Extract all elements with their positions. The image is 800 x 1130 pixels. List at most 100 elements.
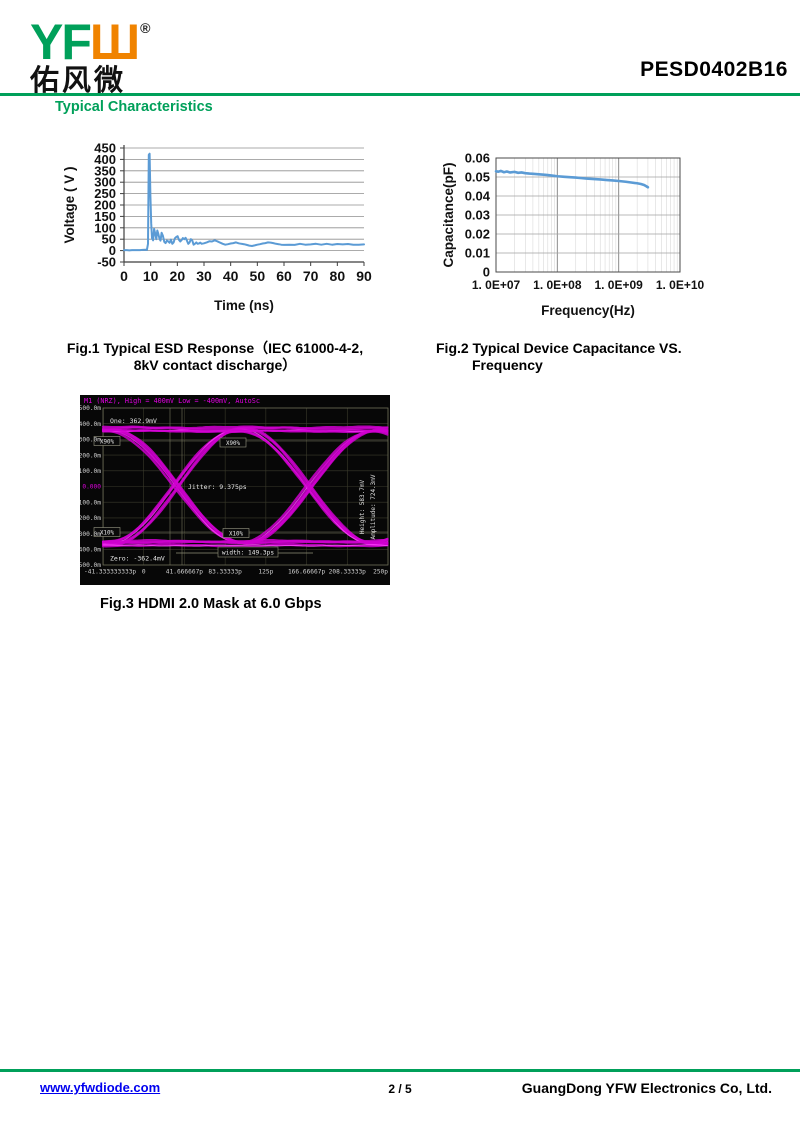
svg-text:1. 0E+07: 1. 0E+07 <box>472 278 521 292</box>
fig2-caption-line1: Fig.2 Typical Device Capacitance VS. <box>436 340 682 356</box>
fig1-x-axis-label: Time (ns) <box>214 298 274 313</box>
svg-text:0.05: 0.05 <box>465 170 490 185</box>
svg-text:Amplitude: 724.3mV: Amplitude: 724.3mV <box>370 474 377 539</box>
fig1-caption: Fig.1 Typical ESD Response（IEC 61000-4-2… <box>50 340 380 374</box>
fig2-caption-line2: Frequency <box>472 357 543 373</box>
svg-text:-200.0m: -200.0m <box>80 515 101 522</box>
svg-text:50: 50 <box>250 268 266 284</box>
svg-text:0.06: 0.06 <box>465 151 490 166</box>
svg-text:-50: -50 <box>97 255 116 270</box>
fig1-caption-line2: 8kV contact discharge） <box>133 357 297 373</box>
svg-text:125p: 125p <box>258 569 273 576</box>
svg-text:350: 350 <box>94 163 116 178</box>
svg-text:50: 50 <box>102 232 116 247</box>
svg-text:40: 40 <box>223 268 239 284</box>
svg-text:60: 60 <box>276 268 292 284</box>
svg-text:166.66667p: 166.66667p <box>288 569 326 576</box>
svg-text:80: 80 <box>330 268 346 284</box>
svg-text:0: 0 <box>142 569 146 576</box>
svg-text:450: 450 <box>94 141 116 156</box>
svg-text:500.0m: 500.0m <box>80 405 101 412</box>
fig2-capacitance-chart: 0 0.01 0.02 0.03 0.04 0.05 0.06 1. 0E+07 1. 0E+0… <box>441 151 705 319</box>
svg-text:Jitter: 9.375ps: Jitter: 9.375ps <box>188 483 247 491</box>
svg-text:100.0m: 100.0m <box>80 468 101 475</box>
svg-text:X90%: X90% <box>226 441 240 447</box>
page-indicator: 2 / 5 <box>388 1082 412 1096</box>
svg-text:Zero: -362.4mV: Zero: -362.4mV <box>110 555 165 563</box>
svg-text:100: 100 <box>94 220 116 235</box>
logo-w-glyph: Ш <box>89 14 140 70</box>
company-logo: YFШ ® 佑风微 <box>30 4 150 96</box>
svg-text:83.33333p: 83.33333p <box>208 569 242 576</box>
svg-text:208.33333p: 208.33333p <box>329 569 367 576</box>
fig1-caption-line1: Fig.1 Typical ESD Response（IEC 61000-4-2… <box>66 340 364 356</box>
fig2-series-line <box>494 169 650 189</box>
svg-text:70: 70 <box>303 268 319 284</box>
svg-text:0.01: 0.01 <box>465 246 490 261</box>
svg-text:250p: 250p <box>373 569 388 576</box>
fig3-eye-traces <box>101 425 389 548</box>
fig3-eye-diagram: M1 (NRZ), High = 400mV Low = -400mV, Aut… <box>80 395 390 585</box>
svg-text:-100.0m: -100.0m <box>80 499 101 506</box>
footer-company-name: GuangDong YFW Electronics Co, Ltd. <box>521 1080 772 1096</box>
svg-text:-500.0m: -500.0m <box>80 562 101 569</box>
svg-text:0: 0 <box>109 243 116 258</box>
section-title: Typical Characteristics <box>55 99 213 115</box>
svg-text:400: 400 <box>94 152 116 167</box>
fig3-plot-frame <box>102 407 389 566</box>
fig2-caption: Fig.2 Typical Device Capacitance VS. Fre… <box>436 340 682 374</box>
svg-text:300: 300 <box>94 175 116 190</box>
svg-text:Height: 583.7mV: Height: 583.7mV <box>359 480 366 535</box>
fig3-axis-labels: 500.0m 400.0m 300.0m 200.0m 100.0m 0.000 -100.… <box>80 405 388 575</box>
svg-text:-400.0m: -400.0m <box>80 547 101 554</box>
footer-website-link[interactable]: www.yfwdiode.com <box>40 1080 161 1095</box>
fig3-caption: Fig.3 HDMI 2.0 Mask at 6.0 Gbps <box>100 596 322 612</box>
fig1-axes <box>120 145 365 266</box>
svg-text:0.000: 0.000 <box>82 484 101 491</box>
fig2-x-axis-label: Frequency(Hz) <box>541 303 635 318</box>
svg-text:1. 0E+08: 1. 0E+08 <box>533 278 582 292</box>
svg-text:width: 149.3ps: width: 149.3ps <box>222 550 274 557</box>
logo-wordmark: YFШ ® <box>30 4 151 67</box>
svg-text:0.03: 0.03 <box>465 208 490 223</box>
svg-text:X90%: X90% <box>100 440 114 446</box>
svg-text:200: 200 <box>94 198 116 213</box>
svg-text:One: 362.9mV: One: 362.9mV <box>110 417 157 425</box>
fig2-y-axis-label: Capacitance(pF) <box>441 162 456 267</box>
fig1-series-line <box>123 152 365 252</box>
svg-text:-41.333333333p: -41.333333333p <box>84 569 136 576</box>
svg-text:1. 0E+09: 1. 0E+09 <box>594 278 643 292</box>
part-number: PESD0402B16 <box>640 58 788 81</box>
svg-text:150: 150 <box>94 209 116 224</box>
svg-text:200.0m: 200.0m <box>80 452 101 459</box>
header-divider <box>0 93 800 96</box>
fig3-annotations: width: 149.3ps One: 362.9mV Zero: -362.4mV… <box>93 417 377 563</box>
svg-text:1. 0E+10: 1. 0E+10 <box>656 278 705 292</box>
svg-text:20: 20 <box>170 268 186 284</box>
fig2-plot-frame <box>495 157 681 273</box>
svg-text:41.666667p: 41.666667p <box>166 569 204 576</box>
svg-text:0.04: 0.04 <box>465 189 491 204</box>
logo-chinese-name: 佑风微 <box>30 65 127 97</box>
svg-text:90: 90 <box>356 268 372 284</box>
fig2-tick-labels: 0 0.01 0.02 0.03 0.04 0.05 0.06 1. 0E+07 1. 0E+0… <box>465 151 705 293</box>
svg-text:-300.0m: -300.0m <box>80 531 101 538</box>
svg-text:30: 30 <box>196 268 212 284</box>
svg-text:0: 0 <box>120 268 128 284</box>
logo-yf-text: YF <box>30 14 92 70</box>
fig2-gridlines <box>496 158 680 272</box>
svg-text:X10%: X10% <box>229 532 243 538</box>
svg-text:0: 0 <box>483 265 490 280</box>
fig3-scope-title: M1 (NRZ), High = 400mV Low = -400mV, Aut… <box>84 397 260 405</box>
registered-trademark-icon: ® <box>140 20 151 36</box>
footer-divider <box>0 1069 800 1072</box>
svg-text:250: 250 <box>94 186 116 201</box>
fig1-y-axis-label: Voltage ( V ) <box>62 166 77 243</box>
svg-text:300.0m: 300.0m <box>80 437 101 444</box>
svg-text:X10%: X10% <box>100 531 114 537</box>
svg-text:0.02: 0.02 <box>465 227 490 242</box>
svg-text:400.0m: 400.0m <box>80 421 101 428</box>
